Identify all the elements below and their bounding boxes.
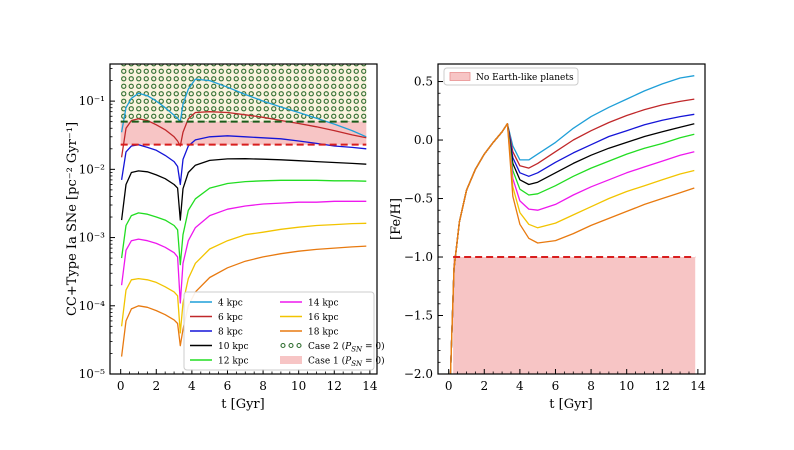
- right-shaded-regions: [453, 257, 696, 374]
- legend-label-case-1: Case 1 (PSN = 0): [308, 356, 385, 369]
- legend-handle-case-2: [280, 342, 286, 349]
- left-x-tick-label: 6: [224, 379, 232, 393]
- region-no-earth-like-planets: [453, 257, 696, 374]
- legend-label-18-kpc: 18 kpc: [308, 328, 339, 338]
- legend-label-subscript: SN: [351, 346, 363, 354]
- right-x-tick-label: 14: [690, 379, 706, 393]
- left-x-tick-label: 4: [188, 379, 196, 393]
- right-series-18-kpc: [449, 123, 695, 374]
- right-x-tick-label: 10: [619, 379, 634, 393]
- right-x-axis-label: t [Gyr]: [549, 397, 592, 412]
- right-series-lines: [449, 75, 696, 374]
- left-legend: 4 kpc 14 kpc 6 kpc 16 kpc 8 kpc 18 kpc 10 kpc C…: [183, 291, 385, 371]
- left-legend-box: [183, 291, 375, 371]
- legend-handle-case-2: [288, 342, 294, 349]
- left-y-axis-label: CC+Type Ia SNe [pc⁻² Gyr⁻¹]: [65, 122, 80, 316]
- left-x-tick-label: 14: [362, 379, 378, 393]
- right-y-tick-label: −1.0: [404, 250, 433, 264]
- left-x-tick-label: 12: [327, 379, 342, 393]
- right-y-tick-label: −1.5: [404, 309, 433, 323]
- legend-label-no-earth-like-planets: No Earth-like planets: [476, 73, 574, 83]
- legend-label-case-2: Case 2 (PSN = 0): [308, 341, 385, 354]
- legend-label-subscript: SN: [351, 360, 363, 368]
- right-axes-frame: [437, 63, 706, 375]
- right-y-tick-label: 0.5: [414, 75, 433, 89]
- left-series-4-kpc: [120, 78, 367, 138]
- legend-label-prefix: Case 1 (: [308, 356, 345, 367]
- legend-label-math: P: [344, 357, 352, 367]
- left-series-lines: [120, 78, 367, 357]
- right-x-tick-label: 12: [655, 379, 670, 393]
- left-x-ticks: 0 2 4 6 8 10 12 14: [117, 369, 378, 393]
- left-y-tick-label: 10⁻³: [79, 231, 106, 245]
- legend-handle-case-1: [280, 356, 302, 364]
- legend-label-12-kpc: 12 kpc: [218, 357, 249, 367]
- legend-handle-no-earth-like-planets: [449, 72, 471, 81]
- left-x-axis-label: t [Gyr]: [221, 397, 264, 412]
- legend-label-16-kpc: 16 kpc: [308, 313, 339, 323]
- region-case-2-p-sn-0-dots: [120, 64, 367, 122]
- left-series-16-kpc: [120, 222, 367, 334]
- left-axes-frame: [109, 63, 378, 375]
- right-panel: 0 2 4 6 8 10 12 14 −2.0 −1.5 −1.0 −0.5 0.0 0.5 t [Gy…: [389, 63, 706, 412]
- left-series-6-kpc: [120, 111, 367, 158]
- left-shaded-regions: [120, 64, 367, 145]
- left-y-tick-label: 10⁻²: [79, 162, 106, 176]
- right-y-tick-label: 0.0: [414, 133, 433, 147]
- left-series-14-kpc: [120, 200, 367, 304]
- right-y-tick-label: −2.0: [404, 367, 433, 381]
- legend-label-suffix: = 0): [362, 341, 385, 352]
- left-y-tick-label: 10⁻¹: [79, 94, 105, 108]
- right-x-tick-label: 8: [587, 379, 595, 393]
- right-x-tick-label: 4: [516, 379, 524, 393]
- legend-label-8-kpc: 8 kpc: [218, 328, 243, 338]
- legend-label-14-kpc: 14 kpc: [308, 299, 339, 309]
- right-x-tick-label: 6: [552, 379, 560, 393]
- left-series-10-kpc: [120, 158, 367, 221]
- legend-label-prefix: Case 2 (: [308, 341, 345, 352]
- left-y-tick-label: 10⁻⁴: [79, 299, 106, 313]
- right-x-tick-label: 2: [480, 379, 488, 393]
- left-x-tick-label: 0: [117, 379, 125, 393]
- legend-handle-case-2: [296, 342, 302, 349]
- left-series-8-kpc: [120, 135, 367, 186]
- left-series-12-kpc: [120, 179, 367, 266]
- legend-label-4-kpc: 4 kpc: [218, 299, 243, 309]
- right-y-axis-label: [Fe/H]: [389, 198, 404, 240]
- left-panel: 0 2 4 6 8 10 12 14 10⁻⁵ 10⁻⁴ 10⁻³ 10⁻² 10⁻¹ t [Gyr]…: [65, 63, 385, 412]
- left-x-tick-label: 8: [259, 379, 267, 393]
- right-y-ticks: −2.0 −1.5 −1.0 −0.5 0.0 0.5: [404, 75, 443, 381]
- left-x-tick-label: 10: [291, 379, 306, 393]
- left-y-tick-label: 10⁻⁵: [79, 367, 106, 381]
- legend-label-math: P: [344, 342, 352, 352]
- left-x-tick-label: 2: [152, 379, 160, 393]
- legend-label-6-kpc: 6 kpc: [218, 313, 243, 323]
- legend-label-suffix: = 0): [362, 356, 385, 367]
- left-y-ticks: 10⁻⁵ 10⁻⁴ 10⁻³ 10⁻² 10⁻¹: [79, 68, 115, 381]
- right-y-tick-label: −0.5: [404, 192, 433, 206]
- right-x-ticks: 0 2 4 6 8 10 12 14: [445, 369, 706, 393]
- right-legend: No Earth-like planets: [443, 67, 579, 86]
- right-x-tick-label: 0: [445, 379, 453, 393]
- legend-label-10-kpc: 10 kpc: [218, 342, 249, 352]
- right-legend-box: [443, 67, 579, 86]
